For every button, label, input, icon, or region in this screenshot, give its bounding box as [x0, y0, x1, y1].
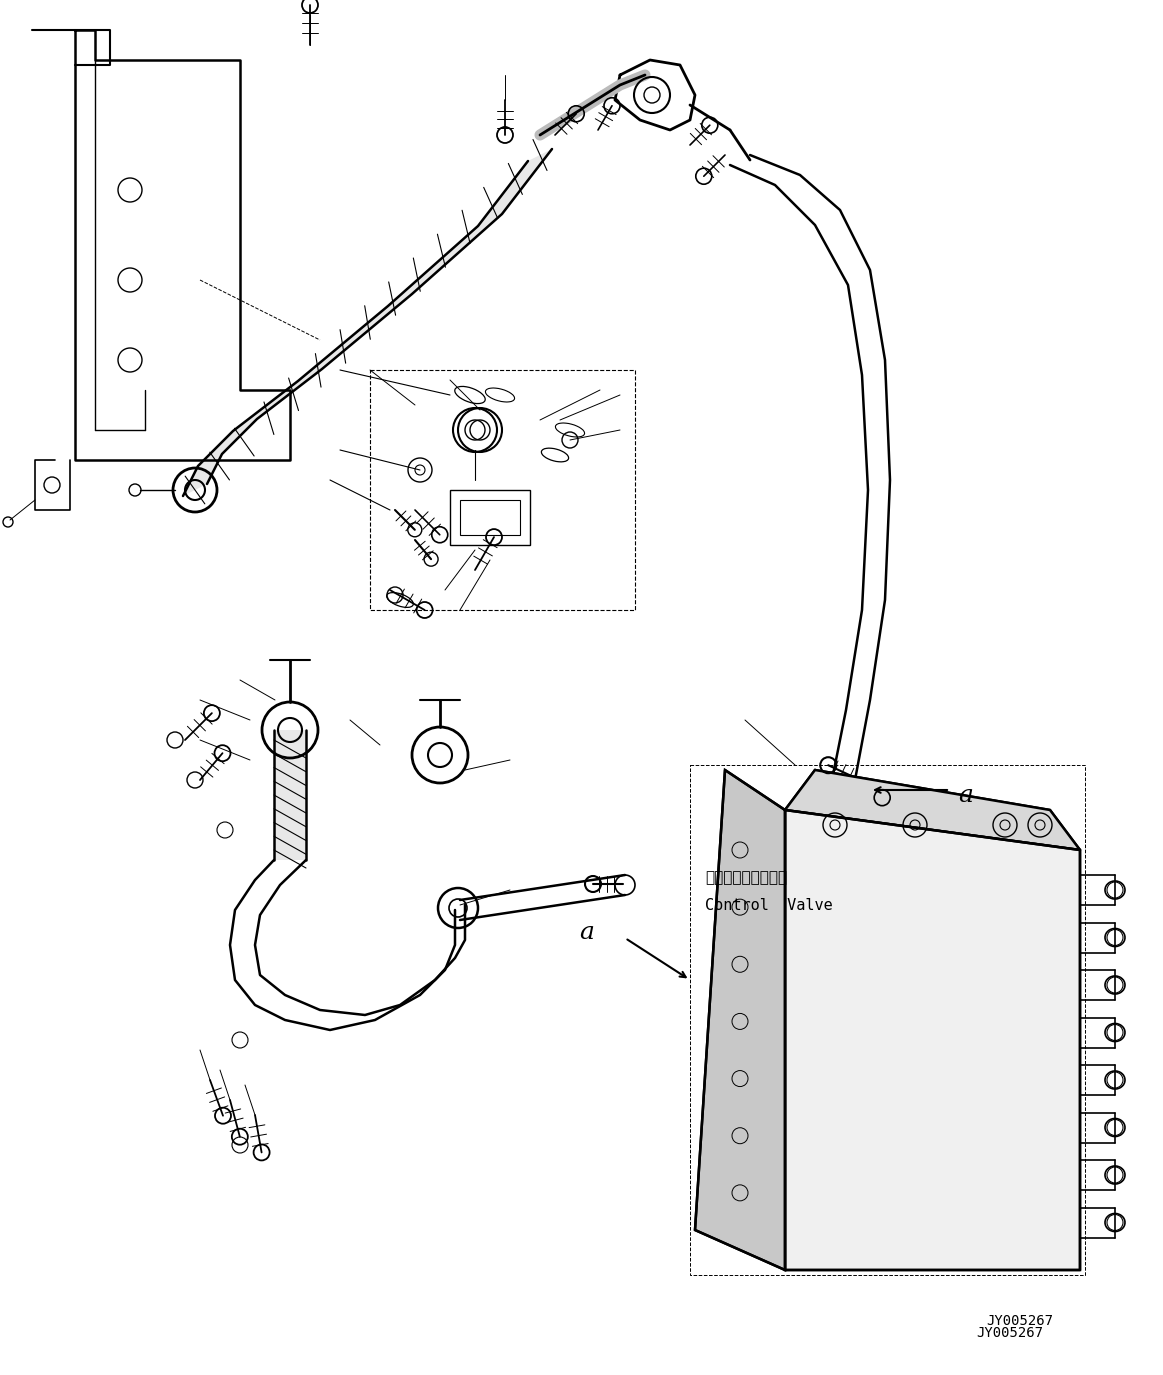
Text: a: a [958, 784, 973, 807]
Polygon shape [785, 770, 1080, 850]
Bar [450, 490, 530, 544]
Polygon shape [183, 148, 552, 496]
Text: コントロールバルブ: コントロールバルブ [705, 870, 787, 886]
Text: JY005267: JY005267 [977, 1326, 1043, 1341]
Text: JY005267: JY005267 [986, 1314, 1054, 1328]
Polygon shape [785, 810, 1080, 1270]
Text: Control  Valve: Control Valve [705, 898, 833, 913]
Bar [274, 730, 306, 859]
Polygon shape [695, 770, 785, 1270]
Bar [370, 370, 635, 610]
Bar [461, 500, 520, 535]
Text: a: a [579, 920, 594, 943]
Bar [690, 765, 1085, 1275]
